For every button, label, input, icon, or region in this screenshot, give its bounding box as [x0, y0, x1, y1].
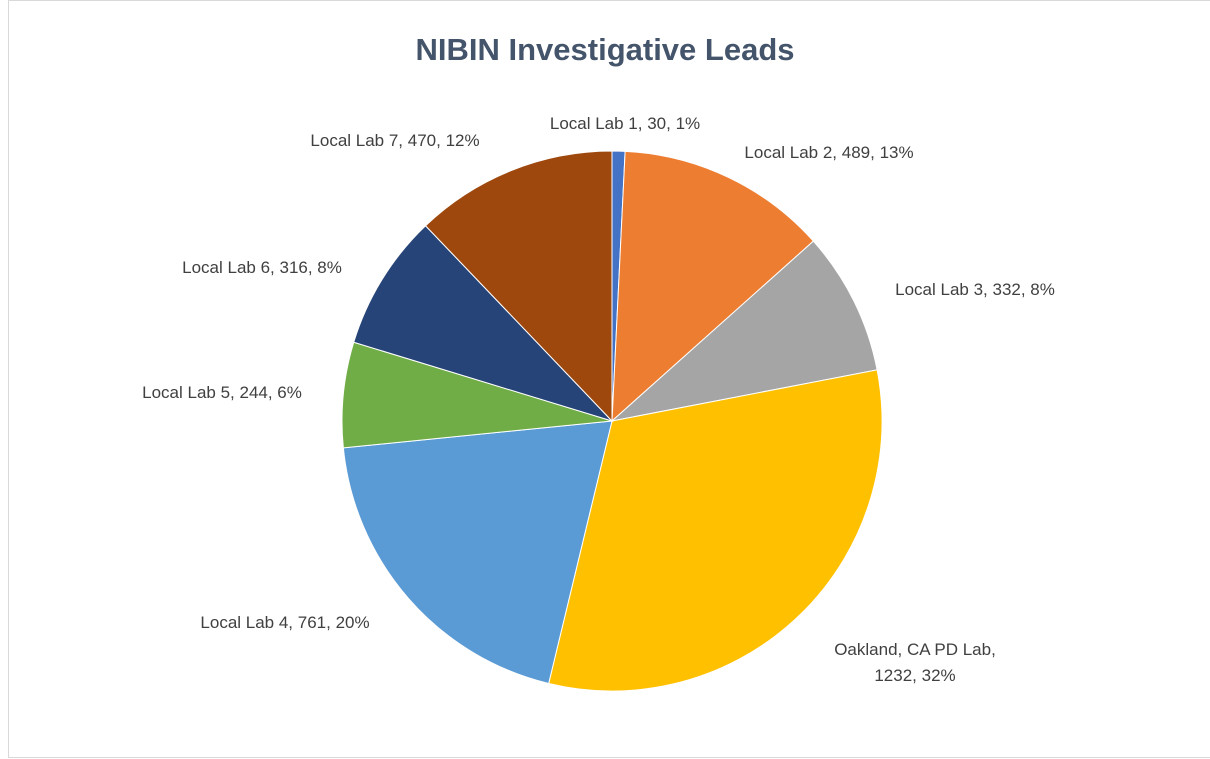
- pie-slice: [342, 420, 613, 685]
- pie-slice: [424, 150, 613, 423]
- chart-border: [8, 0, 1210, 758]
- data-label: Local Lab 7, 470, 12%: [310, 131, 480, 150]
- data-label: Oakland, CA PD Lab, 1232, 32%: [834, 640, 996, 685]
- data-label: Local Lab 4, 761, 20%: [200, 613, 370, 632]
- chart-title: NIBIN Investigative Leads: [415, 32, 794, 67]
- data-label: Local Lab 1, 30, 1%: [549, 114, 701, 133]
- pie-slice: [610, 240, 878, 422]
- pie-slice: [353, 225, 614, 423]
- data-label: Local Lab 3, 332, 8%: [895, 280, 1055, 299]
- data-label: Local Lab 6, 316, 8%: [182, 258, 342, 277]
- data-label: Local Lab 5, 244, 6%: [142, 383, 302, 402]
- data-label: Local Lab 2, 489, 13%: [744, 143, 914, 162]
- pie-slice: [611, 150, 815, 423]
- pie-slice: [548, 369, 883, 692]
